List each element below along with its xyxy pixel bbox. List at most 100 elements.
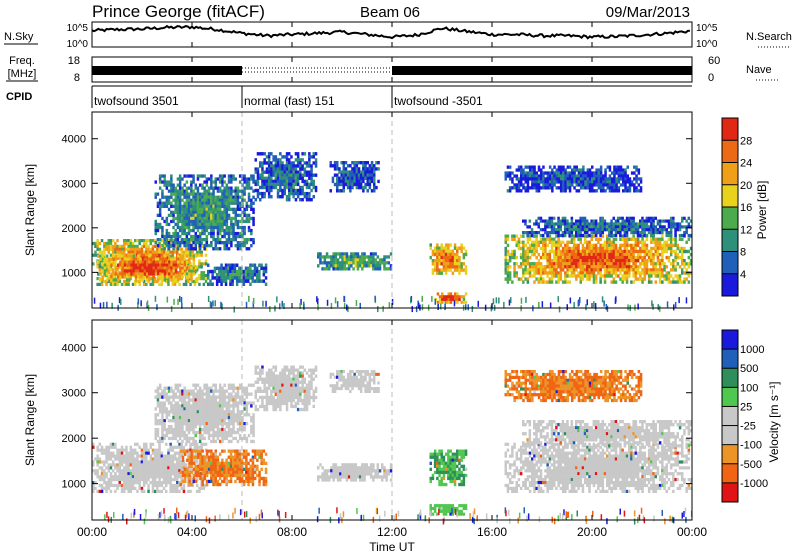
scatter-cell (608, 174, 612, 178)
scatter-cell (356, 261, 360, 265)
scatter-cell (606, 249, 609, 254)
scatter-cell (453, 246, 457, 250)
scatter-cell (207, 222, 211, 227)
ground-scatter-cell (173, 298, 175, 305)
scatter-cell (656, 237, 660, 241)
scatter-cell (559, 255, 563, 260)
scatter-cell (172, 263, 176, 267)
scatter-cell (557, 249, 560, 254)
scatter-cell (216, 201, 220, 205)
scatter-cell (290, 170, 293, 174)
scatter-cell (639, 177, 643, 181)
scatter-cell (346, 182, 350, 187)
scatter-cell (524, 165, 527, 169)
scatter-cell (274, 176, 278, 180)
scatter-cell (131, 244, 135, 248)
power-colorbar-swatch-3 (722, 207, 738, 230)
scatter-cell (136, 457, 139, 461)
scatter-cell (154, 219, 157, 224)
scatter-cell (230, 195, 233, 199)
scatter-cell (240, 279, 243, 283)
scatter-cell (154, 231, 157, 236)
scatter-cell (639, 277, 642, 281)
scatter-cell (591, 174, 594, 178)
scatter-cell (98, 250, 102, 254)
scatter-cell (98, 247, 102, 251)
scatter-cell (542, 252, 545, 257)
scatter-cell (134, 472, 137, 476)
scatter-cell (622, 189, 625, 193)
scatter-cell (586, 252, 589, 257)
scatter-cell (167, 222, 171, 227)
scatter-cell (308, 185, 311, 190)
scatter-cell (590, 249, 593, 254)
scatter-cell (535, 240, 538, 244)
scatter-cell (210, 207, 213, 211)
scatter-cell (120, 244, 124, 248)
scatter-cell (687, 280, 691, 284)
scatter-cell (109, 282, 113, 286)
scatter-cell (586, 183, 590, 187)
scatter-cell (142, 466, 146, 470)
scatter-cell (626, 177, 629, 181)
scatter-cell (330, 264, 333, 268)
scatter-cell (632, 219, 635, 223)
scatter-cell (665, 233, 668, 238)
scatter-cell (661, 280, 664, 284)
scatter-cell (231, 279, 234, 283)
scatter-cell (336, 258, 340, 262)
scatter-cell (643, 225, 646, 229)
scatter-cell (151, 466, 155, 470)
scatter-cell (201, 222, 204, 227)
scatter-cell (328, 261, 331, 265)
scatter-cell (358, 264, 362, 268)
scatter-cell (522, 231, 525, 235)
scatter-cell (632, 265, 635, 269)
scatter-cell (235, 282, 239, 286)
scatter-cell (636, 249, 640, 254)
scatter-cell (641, 268, 644, 272)
scatter-cell (373, 170, 376, 174)
scatter-cell (216, 241, 220, 245)
scatter-cell (299, 161, 302, 165)
scatter-cell (125, 278, 129, 282)
scatter-cell (625, 274, 629, 278)
scatter-cell (603, 225, 607, 229)
scatter-cell (372, 264, 375, 268)
scatter-cell (553, 271, 556, 275)
scatter-cell (613, 177, 616, 181)
scatter-cell (639, 255, 642, 260)
scatter-cell (103, 469, 106, 473)
scatter-cell (621, 243, 624, 248)
scatter-cell (103, 478, 106, 482)
scatter-cell (153, 481, 157, 485)
scatter-cell (579, 277, 582, 281)
ground-scatter-cell (557, 296, 559, 303)
scatter-cell (571, 168, 574, 172)
scatter-cell (572, 243, 576, 248)
scatter-cell (172, 204, 175, 208)
scatter-cell (370, 161, 374, 165)
scatter-cell (116, 469, 119, 473)
scatter-cell (179, 275, 182, 279)
scatter-cell (138, 460, 141, 464)
scatter-cell (570, 265, 574, 269)
scatter-cell (196, 210, 200, 214)
scatter-cell (137, 266, 140, 270)
scatter-cell (225, 210, 229, 214)
scatter-cell (537, 168, 541, 172)
scatter-cell (281, 176, 284, 180)
scatter-cell (626, 174, 629, 178)
scatter-cell (612, 237, 616, 241)
scatter-cell (319, 252, 322, 256)
scatter-cell (198, 219, 202, 224)
scatter-cell (218, 210, 222, 214)
scatter-cell (564, 249, 567, 254)
scatter-cell (198, 216, 202, 221)
ytick-label-1: 2000 (62, 223, 86, 235)
scatter-cell (170, 192, 173, 196)
scatter-cell (647, 280, 651, 284)
scatter-cell (191, 244, 194, 248)
scatter-cell (595, 171, 598, 175)
scatter-cell (546, 252, 549, 257)
